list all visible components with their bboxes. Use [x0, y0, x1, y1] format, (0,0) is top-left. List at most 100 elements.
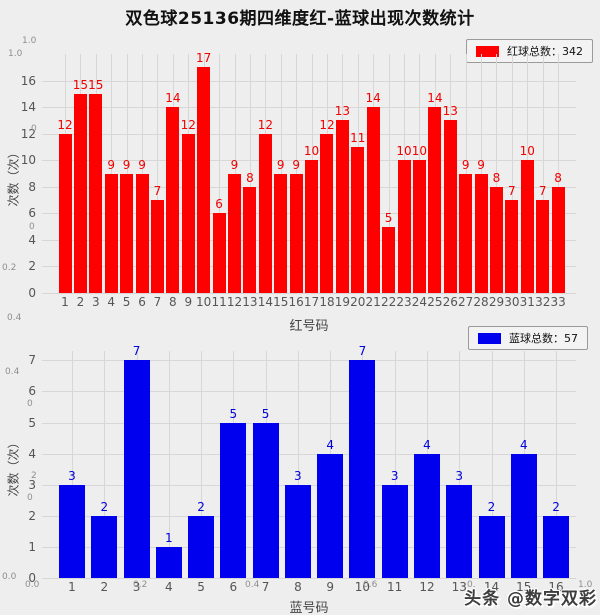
bar-value-label: 8 — [554, 170, 562, 185]
x-tick: 11 — [211, 295, 227, 309]
bar-value-label: 5 — [384, 210, 393, 225]
y-tick: 10 — [20, 153, 36, 168]
stray-axis-label: 0.4 — [245, 580, 260, 590]
bar-value-label: 5 — [261, 406, 270, 421]
x-tick: 3 — [132, 580, 141, 594]
bar-value-label: 4 — [326, 437, 334, 452]
bar — [59, 484, 85, 578]
bar — [252, 422, 279, 578]
bar — [73, 93, 87, 293]
gridline-v — [168, 351, 170, 578]
y-tick: 6 — [28, 206, 36, 221]
y-tick: 1 — [28, 539, 36, 554]
bar — [123, 360, 150, 578]
x-tick: 2 — [100, 580, 109, 594]
bar — [320, 133, 334, 293]
gridline-v — [542, 54, 544, 293]
bar — [349, 360, 376, 578]
bar — [120, 173, 134, 293]
x-tick: 14 — [257, 295, 273, 309]
x-tick: 4 — [164, 580, 173, 594]
bar — [135, 173, 149, 293]
stray-axis-label: 0.0 — [25, 580, 40, 590]
gridline-v — [157, 54, 159, 293]
bar — [366, 107, 380, 293]
bar — [212, 213, 226, 293]
bar — [520, 160, 534, 293]
gridline-h — [42, 391, 576, 393]
gridline-v — [388, 54, 390, 293]
bar-value-label: 6 — [215, 197, 223, 212]
gridline-v — [219, 54, 221, 293]
bar-value-label: 15 — [72, 77, 89, 92]
x-tick: 10 — [196, 295, 212, 309]
stray-axis-label: 1.0 — [22, 36, 37, 46]
bar — [443, 120, 457, 293]
y-tick: 4 — [28, 232, 36, 247]
bar — [397, 160, 411, 293]
x-tick: 24 — [411, 295, 428, 309]
x-tick: 32 — [535, 295, 551, 309]
x-tick: 31 — [519, 295, 535, 309]
x-tick: 18 — [319, 295, 335, 309]
stray-axis-label: 0.0 — [2, 572, 17, 582]
bar-value-label: 12 — [57, 117, 73, 132]
bar — [412, 160, 426, 293]
y-tick: 7 — [28, 353, 36, 368]
x-tick: 28 — [473, 295, 489, 309]
bar — [536, 200, 550, 293]
bar — [543, 515, 570, 578]
bar — [284, 484, 311, 578]
y-tick: 2 — [28, 259, 36, 274]
x-tick: 8 — [294, 580, 302, 594]
bar — [510, 453, 537, 578]
bar — [89, 93, 103, 293]
bar-value-label: 14 — [365, 91, 381, 106]
bar — [317, 453, 344, 578]
gridline-v — [496, 54, 498, 293]
bar-value-label: 14 — [165, 91, 181, 106]
bar — [150, 200, 164, 293]
bar-value-label: 9 — [477, 157, 485, 172]
bar-value-label: 9 — [122, 157, 131, 172]
bar — [181, 133, 195, 293]
bar-value-label: 9 — [292, 157, 300, 172]
gridline-h — [42, 107, 576, 109]
bar — [258, 133, 272, 293]
stray-axis-label: 0 — [27, 399, 33, 409]
x-tick: 7 — [261, 580, 270, 594]
bar — [351, 146, 365, 293]
stray-axis-label: 2 — [31, 471, 37, 481]
stray-axis-label: 0.6 — [363, 580, 378, 590]
x-tick: 1 — [61, 295, 69, 309]
bar-value-label: 12 — [319, 117, 335, 132]
x-tick: 14 — [483, 580, 500, 594]
x-tick: 9 — [184, 295, 193, 309]
bar — [478, 515, 505, 578]
x-tick: 16 — [548, 580, 564, 594]
x-tick: 13 — [242, 295, 258, 309]
x-tick: 23 — [396, 295, 412, 309]
x-tick: 12 — [226, 295, 243, 309]
bar-value-label: 4 — [423, 437, 431, 452]
bar — [91, 515, 118, 578]
bar-value-label: 13 — [442, 104, 458, 119]
x-tick: 2 — [76, 295, 85, 309]
bar-value-label: 12 — [257, 117, 273, 132]
x-tick: 16 — [288, 295, 304, 309]
stray-axis-label: 0.4 — [7, 313, 22, 323]
x-axis-label-blue: 蓝号码 — [289, 601, 329, 616]
x-tick: 33 — [550, 295, 566, 309]
gridline-v — [459, 351, 461, 578]
bar-value-label: 5 — [229, 406, 238, 421]
x-tick: 10 — [354, 580, 371, 594]
x-tick: 11 — [387, 580, 403, 594]
stray-axis-label: 0. — [467, 580, 476, 590]
bar-value-label: 4 — [519, 437, 528, 452]
bar-value-label: 10 — [411, 144, 428, 159]
watermark: 头条 @数字双彩 — [464, 589, 597, 609]
gridline-v — [201, 351, 203, 578]
y-axis-label-red: 次数（次） — [6, 146, 21, 207]
bar-value-label: 2 — [100, 499, 109, 514]
